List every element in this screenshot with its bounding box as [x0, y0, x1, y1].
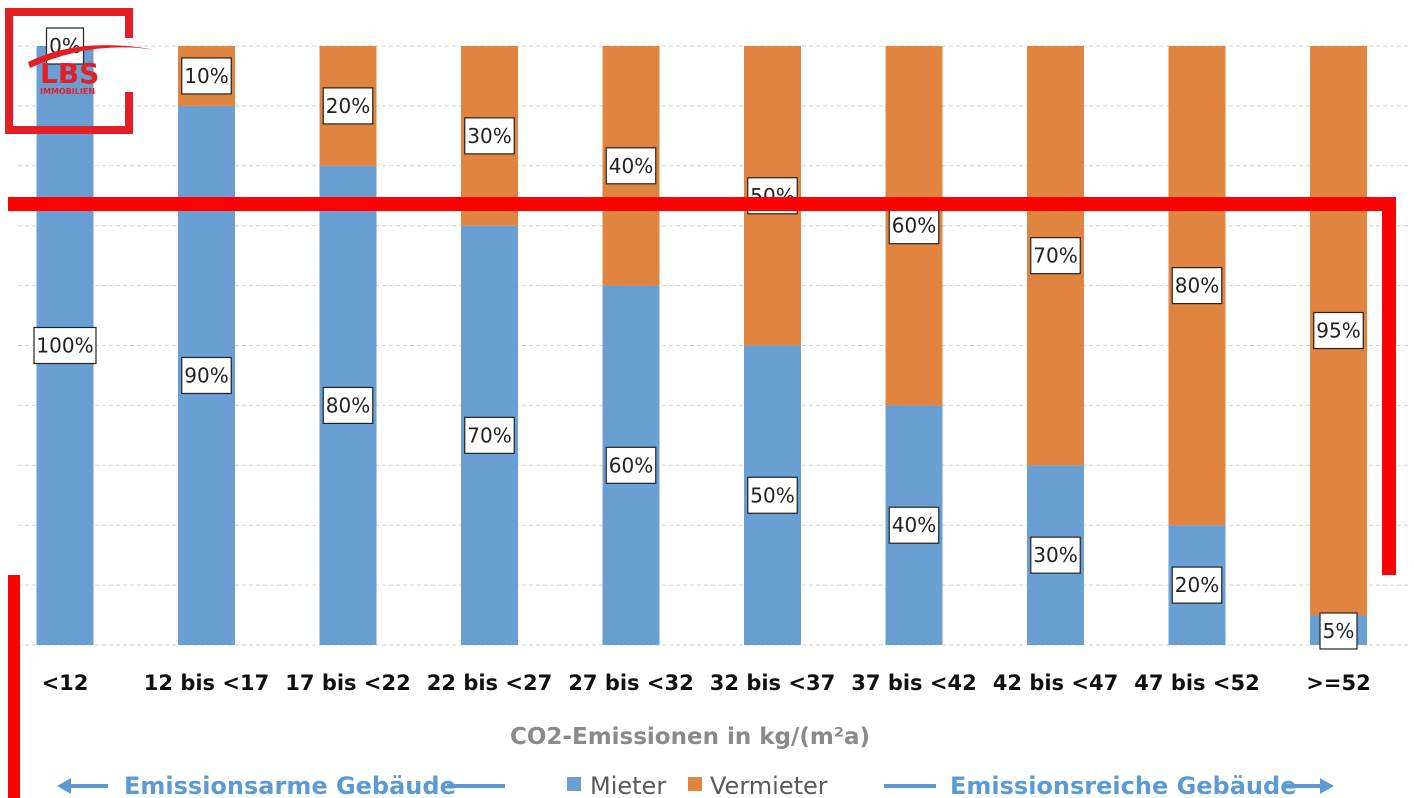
label-vermieter-box — [888, 207, 940, 245]
label-vermieter-box — [1030, 237, 1081, 275]
label-vermieter-box — [1171, 267, 1223, 305]
logo-frame-top — [5, 8, 133, 16]
legend-label-vermieter: Vermieter — [710, 772, 828, 798]
label-vermieter-box — [181, 57, 232, 95]
arrow-left-icon — [57, 778, 108, 794]
frame-left-upper — [8, 197, 18, 201]
category-label: 47 bis <52 — [1134, 671, 1259, 695]
label-mieter-text: 5% — [1323, 619, 1355, 643]
label-mieter: 40% — [888, 506, 940, 544]
label-mieter-box — [1030, 536, 1081, 574]
label-mieter-text: 80% — [326, 393, 370, 417]
label-mieter: 20% — [1171, 566, 1223, 604]
category-label: 27 bis <32 — [568, 671, 693, 695]
label-mieter-text: 40% — [892, 513, 936, 537]
logo-frame-bottom — [5, 126, 133, 134]
label-vermieter: 40% — [605, 147, 657, 185]
label-vermieter: 60% — [888, 207, 940, 245]
logo-subtitle: IMMOBILIEN — [40, 87, 95, 96]
label-vermieter-box — [464, 117, 515, 155]
label-vermieter-text: 60% — [892, 214, 936, 238]
x-axis-title: CO2-Emissionen in kg/(m²a) — [510, 724, 870, 750]
label-mieter-text: 30% — [1033, 543, 1077, 567]
label-mieter-text: 100% — [36, 334, 93, 358]
logo-frame-right-top — [125, 8, 133, 38]
category-label: 37 bis <42 — [851, 671, 976, 695]
label-vermieter-box — [605, 147, 657, 185]
category-label: >=52 — [1306, 671, 1370, 695]
logo-frame-left — [5, 8, 13, 134]
label-mieter-box — [33, 326, 97, 365]
label-vermieter-text: 10% — [184, 64, 228, 88]
logo-frame-right-bottom — [125, 92, 133, 134]
label-mieter: 30% — [1030, 536, 1081, 574]
label-vermieter: 20% — [322, 87, 374, 125]
label-mieter: 50% — [747, 476, 798, 514]
category-label: 22 bis <27 — [427, 671, 552, 695]
legend-swatch-mieter — [567, 777, 581, 791]
label-vermieter-text: 95% — [1316, 319, 1360, 343]
label-mieter-text: 50% — [750, 483, 794, 507]
label-mieter: 90% — [181, 356, 232, 395]
label-mieter: 80% — [322, 386, 374, 424]
label-mieter-text: 70% — [467, 423, 511, 447]
right-annotation-line — [884, 784, 936, 788]
label-vermieter: 30% — [464, 117, 515, 155]
label-mieter-box — [1171, 566, 1223, 604]
label-mieter-box — [888, 506, 940, 544]
label-vermieter: 10% — [181, 57, 232, 95]
legend: Mieter Vermieter — [567, 772, 828, 798]
legend-swatch-vermieter — [688, 777, 702, 791]
label-vermieter: 95% — [1313, 311, 1364, 350]
label-vermieter-text: 40% — [609, 154, 653, 178]
category-label: <12 — [42, 671, 89, 695]
label-mieter: 60% — [605, 446, 657, 484]
label-vermieter-text: 70% — [1033, 244, 1077, 268]
legend-label-mieter: Mieter — [590, 772, 666, 798]
label-vermieter-text: 30% — [467, 124, 511, 148]
right-annotation: Emissionsreiche Gebäude — [884, 772, 1334, 798]
label-mieter-box — [747, 476, 798, 514]
label-vermieter-box — [1313, 311, 1364, 350]
label-mieter-box — [464, 416, 515, 454]
label-mieter-text: 90% — [184, 363, 228, 387]
logo-swoosh-icon — [28, 45, 156, 68]
category-label: 32 bis <37 — [710, 671, 835, 695]
label-mieter: 100% — [33, 326, 97, 365]
label-mieter: 5% — [1319, 612, 1358, 650]
left-annotation: Emissionsarme Gebäude — [57, 772, 505, 798]
label-vermieter-box — [322, 87, 374, 125]
label-vermieter: 0% — [45, 27, 85, 65]
label-vermieter: 80% — [1171, 267, 1223, 305]
left-annotation-label: Emissionsarme Gebäude — [124, 772, 456, 798]
logo-name: LBS — [40, 57, 99, 90]
left-annotation-line — [447, 784, 505, 788]
label-vermieter-text: 20% — [326, 94, 370, 118]
label-mieter-box — [605, 446, 657, 484]
label-mieter: 70% — [464, 416, 515, 454]
label-mieter-box — [1319, 612, 1358, 650]
category-labels: <12 12 bis <17 17 bis <22 22 bis <27 27 bis … — [42, 671, 1371, 695]
label-vermieter-text: 80% — [1175, 274, 1219, 298]
frame-left-lower — [8, 575, 20, 798]
lbs-logo: LBS IMMOBILIEN — [5, 8, 156, 134]
category-label: 42 bis <47 — [993, 671, 1118, 695]
gridlines — [18, 45, 1410, 646]
highlight-frame — [8, 197, 1396, 798]
label-mieter-box — [322, 386, 374, 424]
right-annotation-label: Emissionsreiche Gebäude — [950, 772, 1296, 798]
frame-top — [8, 197, 1396, 211]
frame-right — [1382, 197, 1396, 575]
arrow-right-icon — [1285, 778, 1334, 794]
label-mieter-text: 20% — [1175, 573, 1219, 597]
category-label: 17 bis <22 — [285, 671, 410, 695]
label-mieter-text: 60% — [609, 453, 653, 477]
label-vermieter: 70% — [1030, 237, 1081, 275]
label-mieter-box — [181, 356, 232, 395]
category-label: 12 bis <17 — [144, 671, 269, 695]
